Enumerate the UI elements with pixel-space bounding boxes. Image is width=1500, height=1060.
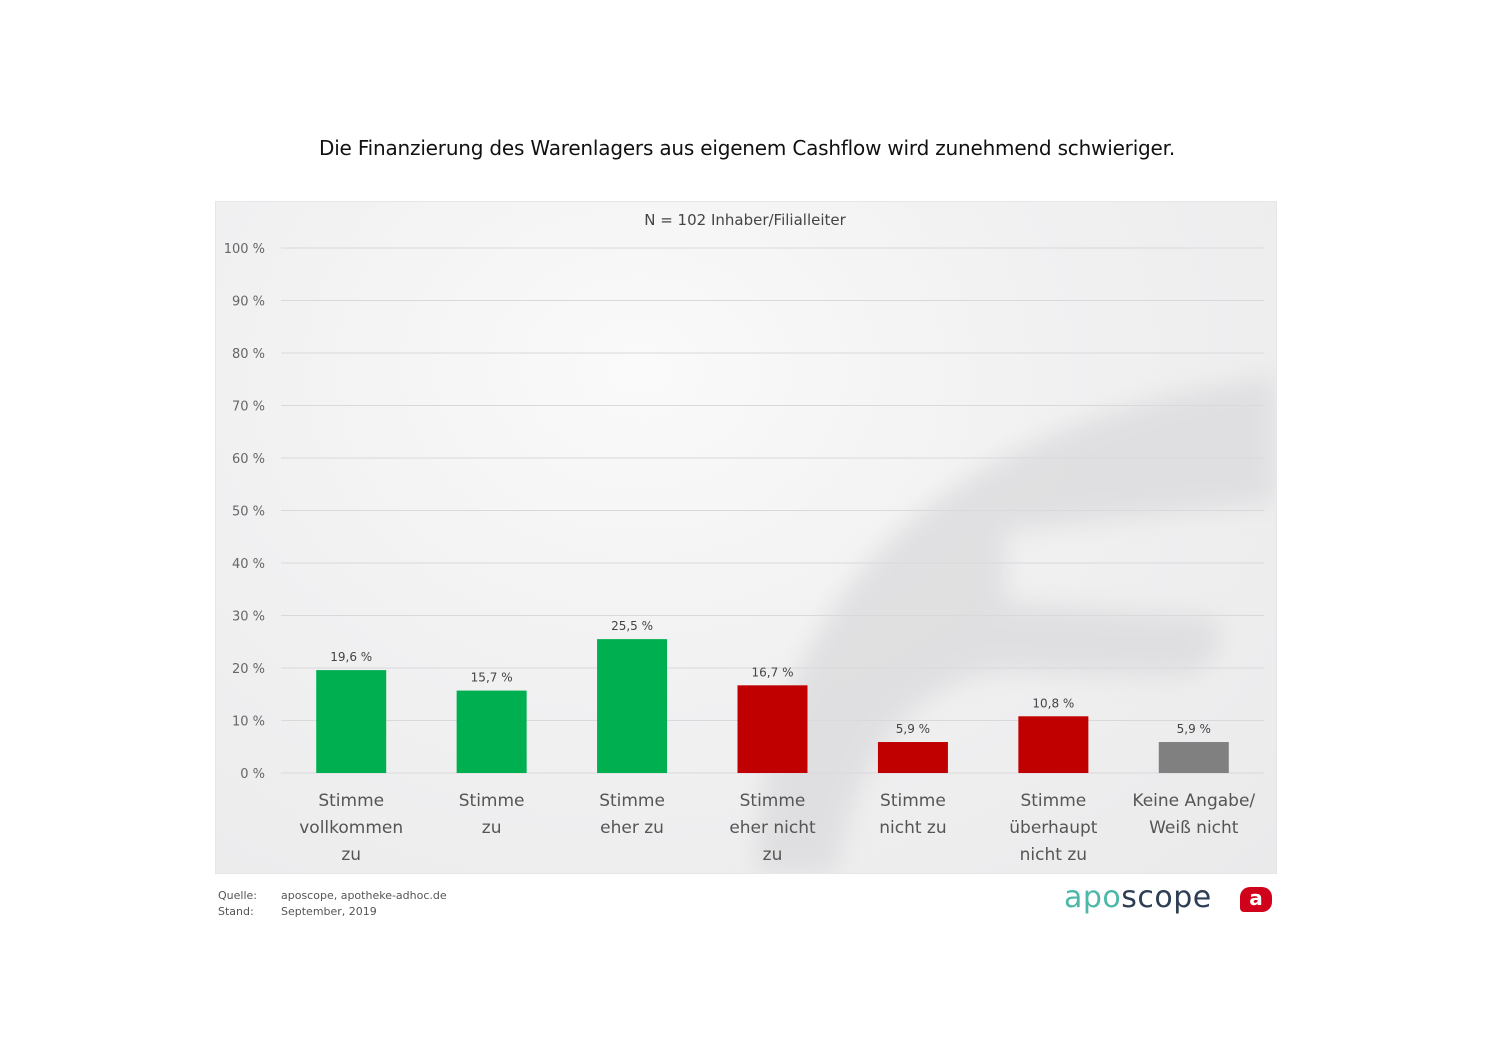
- bar: [1018, 716, 1089, 773]
- y-tick-label: 90 %: [232, 295, 265, 310]
- bar: [1158, 742, 1229, 773]
- data-label: 10,8 %: [1032, 696, 1074, 710]
- y-tick-label: 60 %: [232, 452, 265, 467]
- bar: [597, 639, 668, 773]
- x-tick-label: eher nicht: [729, 818, 816, 838]
- x-tick-label: zu: [763, 845, 783, 865]
- y-tick-label: 40 %: [232, 557, 265, 572]
- data-label: 5,9 %: [896, 722, 930, 736]
- y-tick-label: 0 %: [240, 767, 265, 782]
- x-tick-label: Weiß nicht: [1149, 818, 1239, 838]
- date-label: Stand:: [218, 905, 254, 918]
- apotheke-adhoc-logo-icon: a: [1240, 887, 1272, 912]
- x-tick-label: zu: [482, 818, 502, 838]
- y-tick-label: 100 %: [224, 242, 265, 257]
- data-label: 16,7 %: [752, 665, 794, 679]
- data-label: 25,5 %: [611, 619, 653, 633]
- y-tick-label: 70 %: [232, 400, 265, 415]
- aposcope-logo: aposcope: [1064, 880, 1212, 915]
- x-tick-label: Stimme: [880, 791, 946, 811]
- y-tick-label: 20 %: [232, 662, 265, 677]
- bar: [316, 670, 387, 773]
- y-tick-label: 80 %: [232, 347, 265, 362]
- chart-subtitle: N = 102 Inhaber/Filialleiter: [644, 211, 846, 229]
- y-tick-label: 30 %: [232, 610, 265, 625]
- x-tick-label: vollkommen: [299, 818, 403, 838]
- watermark-logo: [756, 377, 1276, 873]
- x-tick-label: Stimme: [740, 791, 806, 811]
- y-tick-label: 10 %: [232, 715, 265, 730]
- data-label: 5,9 %: [1177, 722, 1211, 736]
- x-tick-label: nicht zu: [1020, 845, 1087, 865]
- x-tick-label: Stimme: [318, 791, 384, 811]
- source-value: aposcope, apotheke-adhoc.de: [281, 889, 447, 902]
- x-tick-label: Stimme: [599, 791, 665, 811]
- x-tick-label: Stimme: [459, 791, 525, 811]
- y-tick-label: 50 %: [232, 505, 265, 520]
- chart-title: Die Finanzierung des Warenlagers aus eig…: [319, 136, 1175, 160]
- logo-apo: apo: [1064, 880, 1122, 915]
- bar: [737, 685, 808, 773]
- x-tick-label: nicht zu: [879, 818, 946, 838]
- bar: [877, 742, 948, 773]
- x-tick-label: zu: [341, 845, 361, 865]
- x-tick-label: Stimme: [1020, 791, 1086, 811]
- data-label: 19,6 %: [330, 650, 372, 664]
- x-tick-label: eher zu: [600, 818, 664, 838]
- logo-scope: scope: [1121, 880, 1212, 915]
- date-value: September, 2019: [281, 905, 377, 918]
- bar: [456, 690, 527, 773]
- x-tick-label: überhaupt: [1009, 818, 1097, 838]
- source-label: Quelle:: [218, 889, 257, 902]
- x-tick-label: Keine Angabe/: [1132, 791, 1255, 811]
- data-label: 15,7 %: [471, 671, 513, 685]
